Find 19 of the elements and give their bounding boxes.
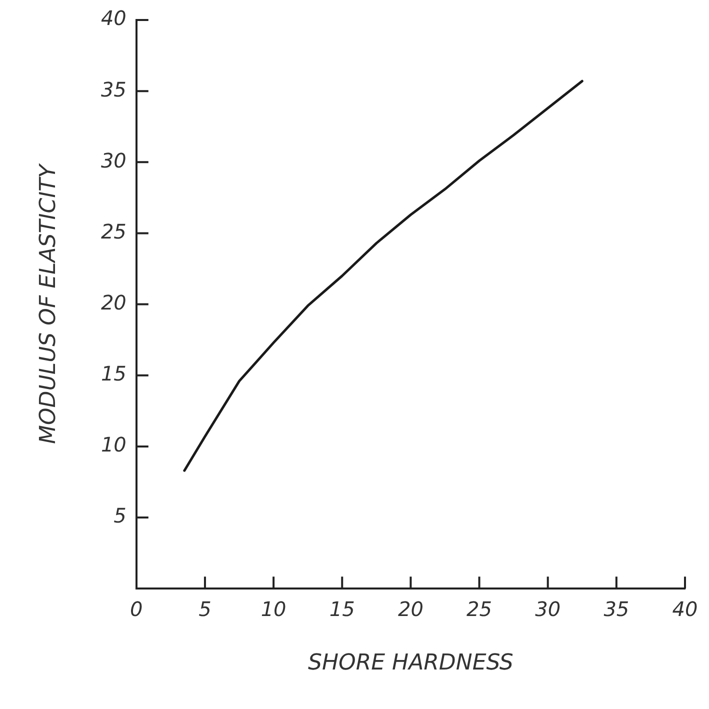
y-tick-label: 35 [100, 77, 126, 102]
x-tick-label: 0 [130, 596, 143, 621]
x-tick-label: 10 [260, 596, 286, 621]
x-tick-label: 15 [329, 596, 355, 621]
x-tick-label: 30 [535, 596, 561, 621]
x-tick-label: 20 [398, 596, 424, 621]
x-tick-label: 35 [604, 596, 630, 621]
y-tick-label: 30 [100, 148, 126, 172]
y-tick-label: 25 [100, 219, 126, 244]
y-axis-title: MODULUS OF ELASTICITY [36, 163, 61, 444]
y-tick-label: 5 [114, 504, 126, 528]
y-tick-label: 40 [100, 6, 126, 30]
y-tick-label: 10 [100, 432, 126, 457]
x-tick-label: 25 [466, 596, 492, 621]
x-tick-label: 40 [672, 596, 698, 621]
y-tick-label: 20 [100, 290, 126, 315]
x-axis-title: SHORE HARDNESS [308, 650, 514, 676]
x-tick-label: 5 [198, 596, 212, 621]
y-tick-label: 15 [100, 362, 126, 386]
